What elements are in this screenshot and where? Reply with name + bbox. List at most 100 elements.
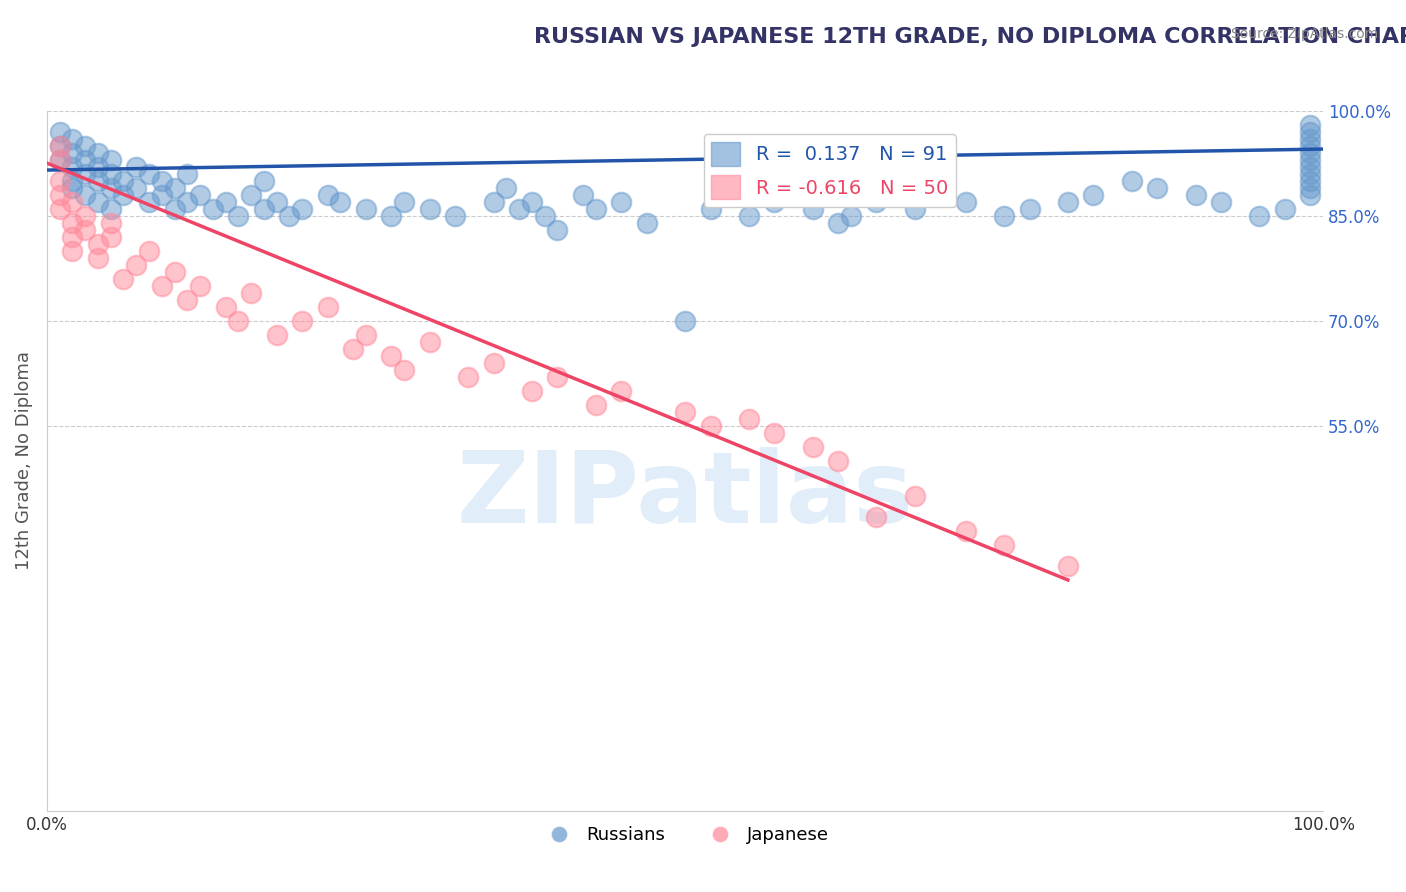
Text: ZIPatlas: ZIPatlas: [457, 448, 914, 544]
Point: [865, 194, 887, 209]
Point: [354, 327, 377, 342]
Point: [546, 222, 568, 236]
Point: [394, 363, 416, 377]
Point: [955, 194, 977, 209]
Point: [291, 202, 314, 216]
Point: [240, 285, 263, 300]
Point: [188, 187, 211, 202]
Point: [176, 293, 198, 307]
Point: [763, 425, 786, 440]
Point: [520, 384, 543, 398]
Text: Source: ZipAtlas.com: Source: ZipAtlas.com: [1230, 27, 1378, 41]
Point: [1299, 145, 1322, 160]
Point: [266, 327, 288, 342]
Point: [699, 202, 721, 216]
Point: [253, 173, 276, 187]
Point: [636, 216, 658, 230]
Point: [316, 300, 339, 314]
Point: [87, 145, 110, 160]
Point: [419, 334, 441, 349]
Point: [112, 173, 135, 187]
Point: [240, 187, 263, 202]
Point: [585, 202, 607, 216]
Point: [87, 160, 110, 174]
Point: [75, 138, 97, 153]
Point: [1209, 194, 1232, 209]
Point: [125, 258, 148, 272]
Point: [904, 202, 927, 216]
Point: [87, 251, 110, 265]
Point: [100, 153, 122, 167]
Point: [610, 384, 633, 398]
Point: [201, 202, 224, 216]
Point: [62, 145, 84, 160]
Point: [354, 202, 377, 216]
Point: [738, 209, 761, 223]
Point: [585, 398, 607, 412]
Point: [1249, 209, 1271, 223]
Point: [1121, 173, 1143, 187]
Point: [1274, 202, 1296, 216]
Point: [508, 202, 530, 216]
Point: [75, 222, 97, 236]
Point: [1299, 131, 1322, 145]
Point: [125, 180, 148, 194]
Point: [610, 194, 633, 209]
Point: [100, 180, 122, 194]
Point: [87, 236, 110, 251]
Point: [763, 194, 786, 209]
Point: [62, 194, 84, 209]
Point: [214, 300, 236, 314]
Point: [75, 153, 97, 167]
Point: [482, 194, 505, 209]
Point: [673, 314, 696, 328]
Point: [48, 202, 70, 216]
Point: [62, 173, 84, 187]
Point: [176, 194, 198, 209]
Text: RUSSIAN VS JAPANESE 12TH GRADE, NO DIPLOMA CORRELATION CHART: RUSSIAN VS JAPANESE 12TH GRADE, NO DIPLO…: [534, 27, 1406, 46]
Point: [1146, 180, 1168, 194]
Point: [138, 244, 160, 258]
Point: [112, 187, 135, 202]
Point: [801, 202, 824, 216]
Point: [827, 454, 849, 468]
Point: [865, 509, 887, 524]
Point: [163, 265, 186, 279]
Point: [253, 202, 276, 216]
Point: [673, 405, 696, 419]
Point: [125, 160, 148, 174]
Point: [495, 180, 517, 194]
Point: [1299, 180, 1322, 194]
Point: [150, 187, 173, 202]
Point: [48, 138, 70, 153]
Point: [150, 278, 173, 293]
Point: [572, 187, 595, 202]
Point: [87, 173, 110, 187]
Point: [546, 369, 568, 384]
Point: [520, 194, 543, 209]
Point: [150, 173, 173, 187]
Point: [138, 194, 160, 209]
Point: [163, 202, 186, 216]
Point: [48, 138, 70, 153]
Point: [827, 216, 849, 230]
Point: [291, 314, 314, 328]
Point: [87, 194, 110, 209]
Point: [62, 229, 84, 244]
Point: [62, 180, 84, 194]
Point: [316, 187, 339, 202]
Y-axis label: 12th Grade, No Diploma: 12th Grade, No Diploma: [15, 351, 32, 570]
Point: [1299, 124, 1322, 138]
Point: [533, 209, 555, 223]
Point: [48, 173, 70, 187]
Point: [1299, 187, 1322, 202]
Point: [419, 202, 441, 216]
Point: [100, 167, 122, 181]
Point: [188, 278, 211, 293]
Point: [48, 124, 70, 138]
Point: [342, 342, 364, 356]
Point: [457, 369, 479, 384]
Point: [1018, 202, 1040, 216]
Point: [993, 538, 1015, 552]
Point: [228, 314, 250, 328]
